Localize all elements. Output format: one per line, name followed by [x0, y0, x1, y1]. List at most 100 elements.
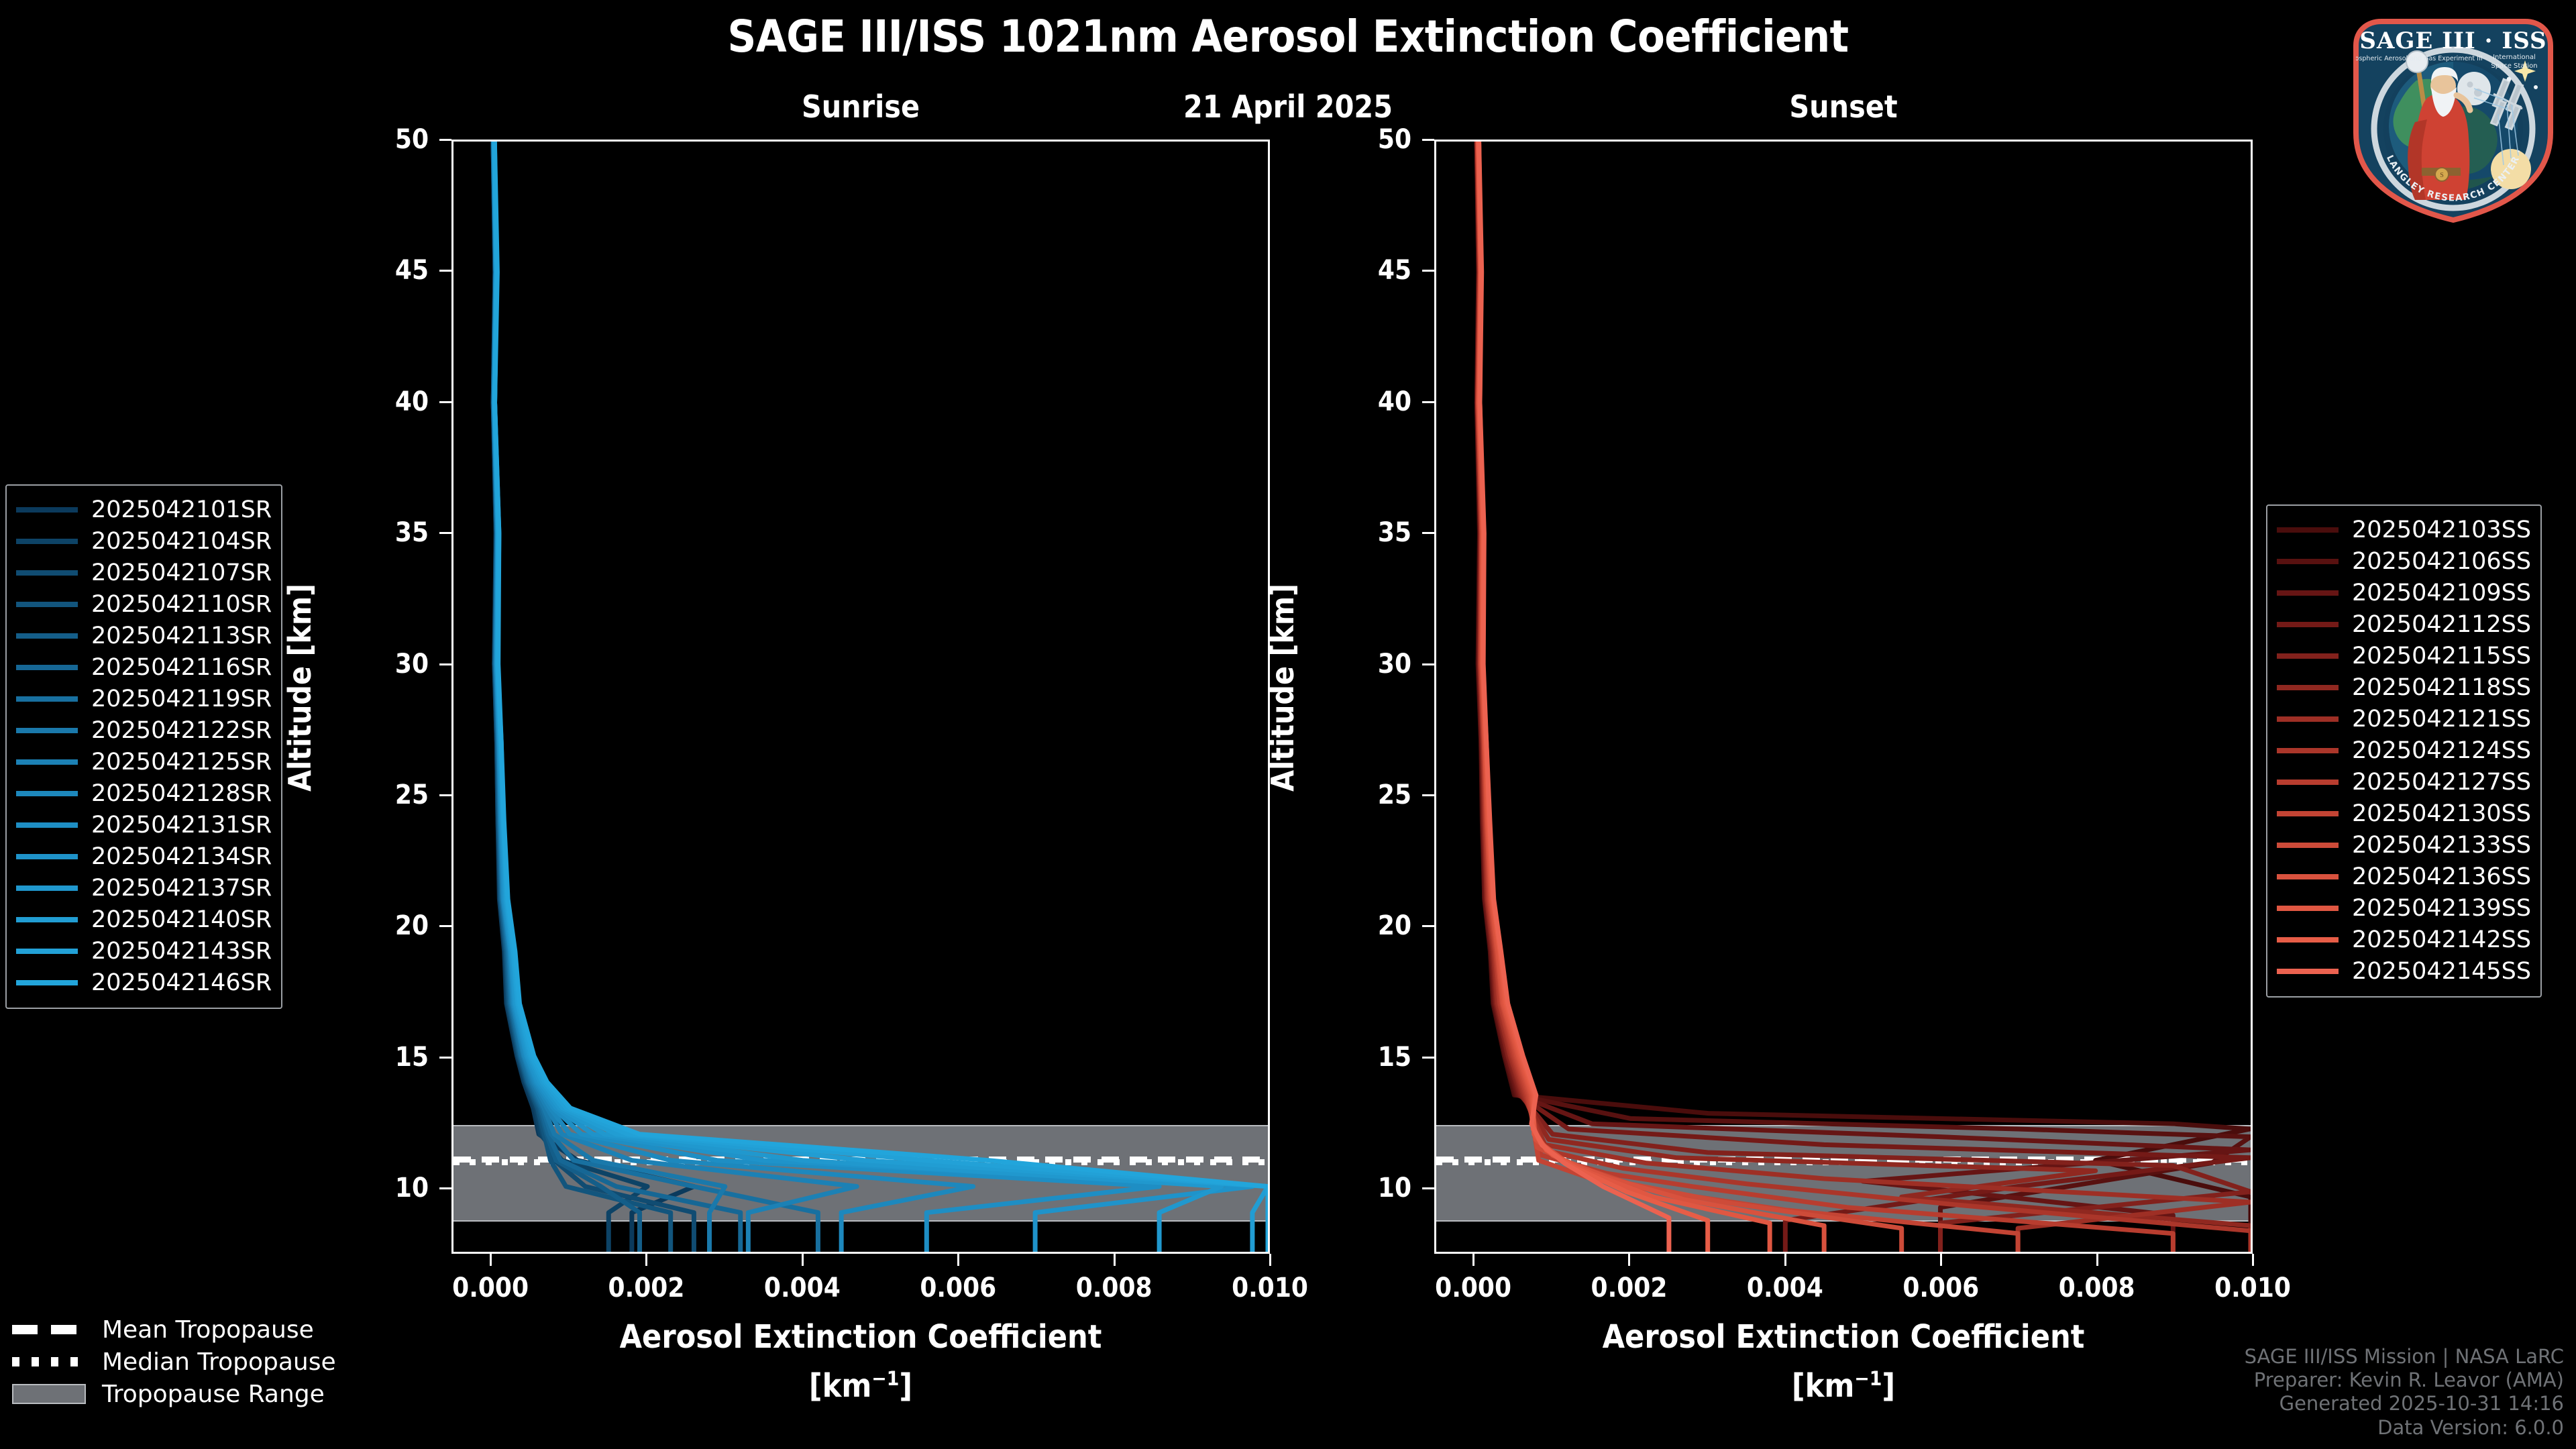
legend-item-2025042125sr[interactable]: 2025042125SR: [16, 746, 272, 777]
legend-color-swatch: [2277, 842, 2339, 848]
footer-credits: SAGE III/ISS Mission | NASA LaRC Prepare…: [2245, 1345, 2564, 1440]
legend-item-2025042115ss[interactable]: 2025042115SS: [2277, 640, 2531, 672]
legend-item-2025042119sr[interactable]: 2025042119SR: [16, 683, 272, 714]
legend-item-2025042130ss[interactable]: 2025042130SS: [2277, 798, 2531, 829]
legend-item-2025042134sr[interactable]: 2025042134SR: [16, 841, 272, 872]
extinction-profile-line: [494, 142, 973, 1252]
extinction-profile-line: [494, 142, 1221, 1252]
units-base: [km: [808, 1367, 872, 1405]
legend-color-swatch: [2277, 684, 2339, 690]
legend-color-swatch: [16, 822, 78, 828]
patch-subtitle-left: Stratospheric Aerosol and Gas Experiment…: [2343, 55, 2483, 62]
legend-item-2025042140sr[interactable]: 2025042140SR: [16, 904, 272, 935]
extinction-profile-line: [1479, 142, 1669, 1252]
legend-color-swatch: [2277, 747, 2339, 753]
legend-item-label: 2025042103SS: [2352, 516, 2532, 543]
legend-item-2025042112ss[interactable]: 2025042112SS: [2277, 608, 2531, 640]
legend-item-2025042133ss[interactable]: 2025042133SS: [2277, 829, 2531, 861]
legend-item-2025042107sr[interactable]: 2025042107SR: [16, 557, 272, 588]
legend-color-swatch: [16, 538, 78, 544]
legend-item-2025042116sr[interactable]: 2025042116SR: [16, 651, 272, 683]
legend-item-2025042136ss[interactable]: 2025042136SS: [2277, 861, 2531, 892]
legend-item-2025042103ss[interactable]: 2025042103SS: [2277, 514, 2531, 545]
x-axis-tick-label: 0.010: [1232, 1273, 1308, 1303]
legend-item-2025042121ss[interactable]: 2025042121SS: [2277, 703, 2531, 735]
svg-text:S: S: [2440, 172, 2444, 179]
x-axis-tick-label: 0.002: [1591, 1273, 1668, 1303]
legend-color-swatch: [16, 727, 78, 733]
legend-color-swatch: [2277, 810, 2339, 816]
legend-item-label: 2025042133SS: [2352, 831, 2532, 859]
legend-item-2025042109ss[interactable]: 2025042109SS: [2277, 577, 2531, 608]
legend-color-swatch: [16, 696, 78, 702]
legend-item-2025042118ss[interactable]: 2025042118SS: [2277, 672, 2531, 703]
legend-item-2025042139ss[interactable]: 2025042139SS: [2277, 892, 2531, 924]
legend-item-2025042131sr[interactable]: 2025042131SR: [16, 809, 272, 841]
x-axis-tick: [645, 1254, 648, 1266]
legend-item-2025042106ss[interactable]: 2025042106SS: [2277, 545, 2531, 577]
legend-item-median-tropopause: Median Tropopause: [12, 1346, 336, 1378]
legend-item-label: 2025042136SS: [2352, 863, 2532, 890]
legend-item-label: 2025042124SS: [2352, 737, 2532, 764]
x-axis-tick: [2096, 1254, 2098, 1266]
y-axis-tick-label: 25: [394, 780, 429, 811]
sunset-extinction-curves: [1436, 142, 2251, 1252]
sunrise-extinction-curves: [453, 142, 1268, 1252]
legend-item-label: 2025042145SS: [2352, 957, 2532, 985]
legend-item-label: 2025042122SR: [91, 716, 272, 744]
extinction-profile-line: [1477, 142, 2251, 1252]
x-axis-tick-label: 0.008: [2058, 1273, 2135, 1303]
legend-item-label: 2025042130SS: [2352, 800, 2532, 827]
page-title: SAGE III/ISS 1021nm Aerosol Extinction C…: [727, 11, 1849, 62]
tropopause-legend: Mean Tropopause Median Tropopause Tropop…: [12, 1313, 336, 1410]
median-tropopause-key-icon: [12, 1357, 86, 1366]
y-axis-tick-label: 30: [1377, 648, 1411, 680]
y-axis-tick: [439, 1056, 451, 1059]
legend-color-swatch: [16, 601, 78, 607]
y-axis-tick-label: 15: [394, 1041, 429, 1073]
legend-item-2025042142ss[interactable]: 2025042142SS: [2277, 924, 2531, 955]
legend-color-swatch: [2277, 779, 2339, 785]
observation-date: 21 April 2025: [1183, 89, 1393, 125]
legend-item-2025042143sr[interactable]: 2025042143SR: [16, 935, 272, 967]
legend-item-2025042113sr[interactable]: 2025042113SR: [16, 620, 272, 651]
legend-item-2025042122sr[interactable]: 2025042122SR: [16, 714, 272, 746]
y-axis-tick: [1422, 925, 1434, 928]
legend-item-label: 2025042134SR: [91, 843, 272, 870]
legend-item-label: 2025042139SS: [2352, 894, 2532, 922]
legend-item-2025042104sr[interactable]: 2025042104SR: [16, 525, 272, 557]
legend-item-2025042137sr[interactable]: 2025042137SR: [16, 872, 272, 904]
x-axis-tick: [490, 1254, 492, 1266]
extinction-profile-line: [1477, 142, 2251, 1252]
legend-item-2025042127ss[interactable]: 2025042127SS: [2277, 766, 2531, 798]
legend-item-2025042110sr[interactable]: 2025042110SR: [16, 588, 272, 620]
extinction-profile-line: [493, 142, 647, 1252]
y-axis-tick-label: 25: [1377, 780, 1411, 811]
y-axis-tick: [1422, 794, 1434, 797]
sunrise-x-axis-units: [km−1]: [451, 1367, 1270, 1405]
y-axis-tick-label: 50: [1377, 124, 1411, 155]
extinction-profile-line: [494, 142, 1268, 1252]
y-axis-tick-label: 15: [1377, 1041, 1411, 1073]
legend-color-swatch: [16, 948, 78, 954]
legend-item-label: 2025042140SR: [91, 906, 272, 933]
extinction-profile-line: [494, 142, 1268, 1252]
y-axis-tick: [1422, 663, 1434, 665]
legend-item-2025042124ss[interactable]: 2025042124SS: [2277, 735, 2531, 766]
legend-item-label: 2025042128SR: [91, 780, 272, 807]
patch-title: SAGE III · ISS: [2359, 28, 2546, 54]
legend-item-2025042101sr[interactable]: 2025042101SR: [16, 494, 272, 525]
x-axis-tick: [1940, 1254, 1943, 1266]
footer-preparer: Preparer: Kevin R. Leavor (AMA): [2253, 1368, 2564, 1391]
legend-item-2025042146sr[interactable]: 2025042146SR: [16, 967, 272, 998]
y-axis-tick: [439, 794, 451, 797]
x-axis-tick: [2252, 1254, 2254, 1266]
legend-item-2025042128sr[interactable]: 2025042128SR: [16, 777, 272, 809]
legend-item-mean-tropopause: Mean Tropopause: [12, 1313, 336, 1346]
legend-color-swatch: [2277, 558, 2339, 564]
x-axis-tick: [1269, 1254, 1271, 1266]
legend-item-2025042145ss[interactable]: 2025042145SS: [2277, 955, 2531, 987]
sage-iii-iss-mission-patch-logo: S BALL · NASA LANGLEY RESEARCH CENTER · …: [2343, 19, 2553, 223]
extinction-profile-line: [494, 142, 1268, 1252]
extinction-profile-line: [1478, 142, 2018, 1252]
